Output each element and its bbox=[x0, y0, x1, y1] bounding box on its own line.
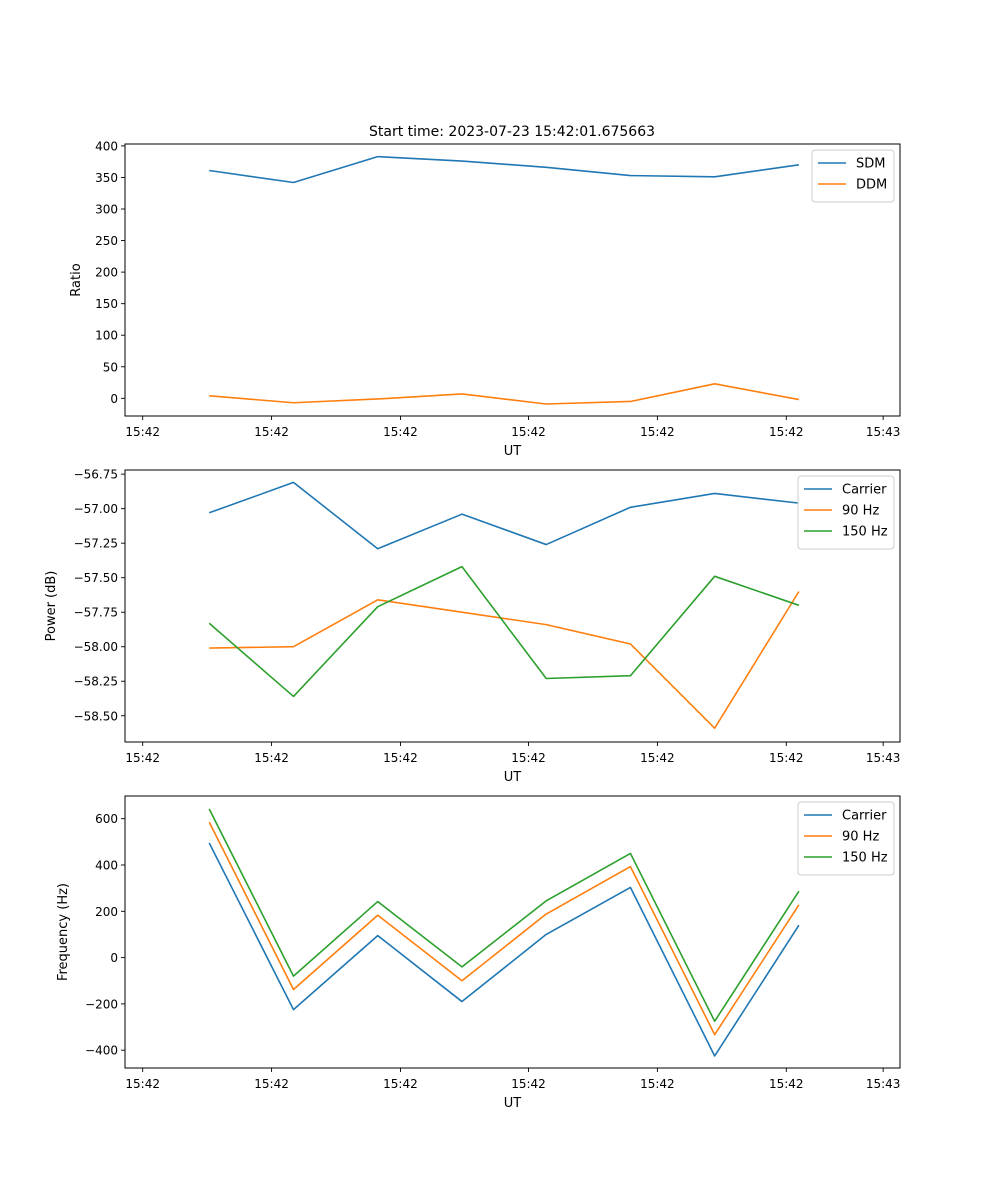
series-line-150-hz bbox=[208, 808, 800, 1023]
x-tick-label: 15:42 bbox=[254, 1077, 289, 1091]
series-line-carrier bbox=[208, 481, 800, 550]
y-tick-label: 300 bbox=[95, 203, 118, 217]
y-tick-label: 200 bbox=[95, 266, 118, 280]
x-tick-label: 15:42 bbox=[511, 425, 546, 439]
subplot-1: 15:42 15:42 15:42 15:42 15:42 15:42 15:43 0 50 10… bbox=[69, 139, 901, 459]
subplot-2: 15:42 15:42 15:42 15:42 15:42 15:42 15:43 −58.5… bbox=[44, 468, 901, 785]
y-tick-label: 200 bbox=[95, 905, 118, 919]
axes-frame bbox=[124, 143, 901, 417]
y-tick-label: 400 bbox=[95, 139, 118, 153]
x-tick-label: 15:42 bbox=[383, 425, 418, 439]
legend-label: Carrier bbox=[842, 483, 887, 498]
y-tick-label: 0 bbox=[110, 951, 118, 965]
x-tick-label: 15:42 bbox=[125, 751, 160, 765]
x-tick-label: 15:42 bbox=[383, 1077, 418, 1091]
legend: Carrier 90 Hz 150 Hz bbox=[797, 801, 895, 876]
y-tick-label: 350 bbox=[95, 171, 118, 185]
y-tick-label: −57.75 bbox=[74, 606, 118, 620]
x-axis-label: UT bbox=[504, 1096, 522, 1111]
series-line-ddm bbox=[209, 383, 800, 405]
legend-label: 90 Hz bbox=[842, 504, 879, 519]
y-tick-label: −58.50 bbox=[74, 709, 118, 723]
x-tick-label: 15:43 bbox=[866, 425, 901, 439]
series-line-sdm bbox=[209, 155, 800, 184]
x-tick-label: 15:42 bbox=[254, 751, 289, 765]
plots: 15:42 15:42 15:42 15:42 15:42 15:42 15:43 0 50 10… bbox=[44, 139, 901, 1111]
x-tick-label: 15:42 bbox=[254, 425, 289, 439]
x-tick-label: 15:42 bbox=[640, 1077, 675, 1091]
y-tick-label: −56.75 bbox=[74, 468, 118, 482]
subplot-3: 15:42 15:42 15:42 15:42 15:42 15:42 15:43 −400 −… bbox=[56, 795, 901, 1111]
y-tick-label: 100 bbox=[95, 329, 118, 343]
y-tick-label: −58.25 bbox=[74, 675, 118, 689]
axes-frame bbox=[124, 469, 901, 743]
legend-label: Carrier bbox=[842, 809, 887, 824]
figure-title: Start time: 2023-07-23 15:42:01.675663 bbox=[369, 124, 655, 140]
series-line-90-hz bbox=[209, 591, 800, 729]
y-tick-label: −58.00 bbox=[74, 640, 118, 654]
y-tick-label: 400 bbox=[95, 858, 118, 872]
x-tick-label: 15:43 bbox=[866, 1077, 901, 1091]
x-tick-label: 15:42 bbox=[125, 1077, 160, 1091]
y-axis-label: Power (dB) bbox=[44, 571, 59, 642]
x-tick-label: 15:42 bbox=[125, 425, 160, 439]
legend-label: 150 Hz bbox=[842, 525, 888, 540]
y-axis-label: Frequency (Hz) bbox=[56, 883, 71, 981]
x-tick-label: 15:42 bbox=[769, 1077, 804, 1091]
y-tick-label: 0 bbox=[110, 392, 118, 406]
y-tick-label: −200 bbox=[85, 997, 118, 1011]
x-axis-label: UT bbox=[504, 770, 522, 785]
x-tick-label: 15:42 bbox=[769, 751, 804, 765]
legend-label: SDM bbox=[856, 157, 885, 172]
y-tick-label: −57.00 bbox=[74, 502, 118, 516]
legend-label: DDM bbox=[856, 178, 887, 193]
x-axis-label: UT bbox=[504, 444, 522, 459]
y-tick-label: 50 bbox=[103, 360, 118, 374]
series-line-150-hz bbox=[208, 565, 800, 698]
y-tick-label: 150 bbox=[95, 297, 118, 311]
x-tick-label: 15:42 bbox=[511, 1077, 546, 1091]
x-tick-label: 15:42 bbox=[769, 425, 804, 439]
series-line-carrier bbox=[208, 842, 800, 1057]
y-tick-label: −57.25 bbox=[74, 537, 118, 551]
legend: SDM DDM bbox=[811, 149, 895, 203]
legend-label: 150 Hz bbox=[842, 851, 888, 866]
legend: Carrier 90 Hz 150 Hz bbox=[797, 475, 895, 550]
axes-frame bbox=[124, 795, 901, 1069]
x-tick-label: 15:42 bbox=[511, 751, 546, 765]
y-tick-label: 600 bbox=[95, 812, 118, 826]
y-axis-label: Ratio bbox=[69, 263, 84, 296]
x-tick-label: 15:42 bbox=[383, 751, 418, 765]
x-tick-label: 15:43 bbox=[866, 751, 901, 765]
y-tick-label: 250 bbox=[95, 234, 118, 248]
y-tick-label: −400 bbox=[85, 1044, 118, 1058]
y-tick-label: −57.50 bbox=[74, 571, 118, 585]
series-line-90-hz bbox=[208, 821, 800, 1036]
x-tick-label: 15:42 bbox=[640, 751, 675, 765]
legend-label: 90 Hz bbox=[842, 830, 879, 845]
x-tick-label: 15:42 bbox=[640, 425, 675, 439]
